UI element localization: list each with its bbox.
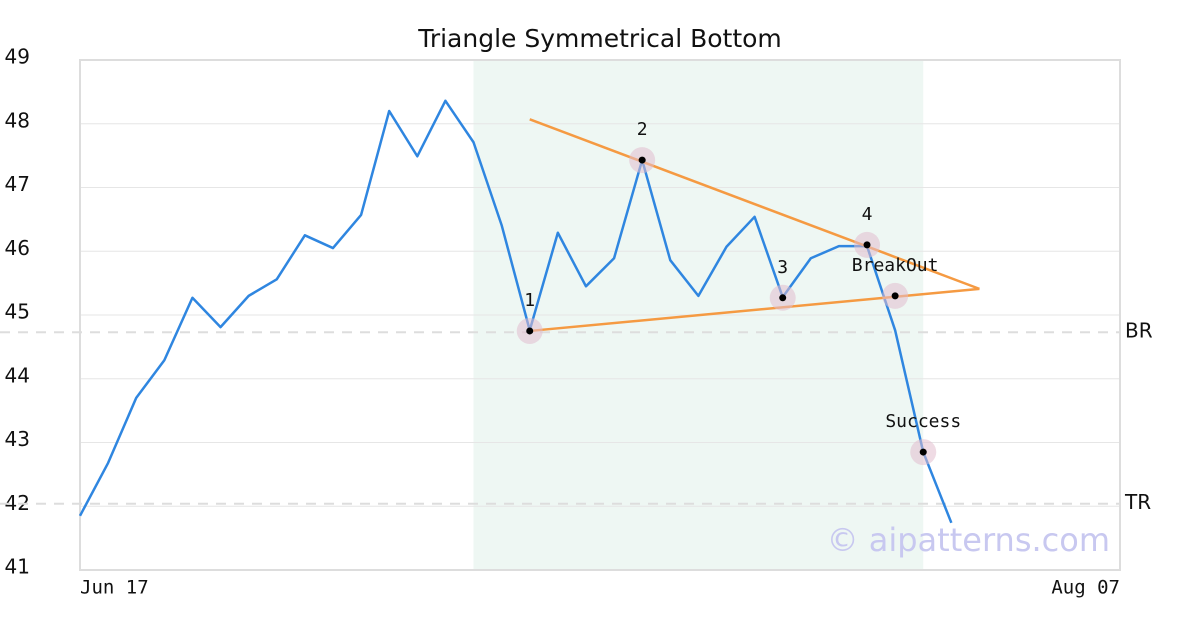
y-tick-label: 44 [5, 363, 30, 387]
x-tick-label: Jun 17 [80, 577, 149, 599]
y-tick-label: 49 [5, 45, 30, 69]
point-dot [919, 448, 927, 456]
y-tick-label: 46 [5, 236, 30, 260]
y-tick-label: 47 [5, 172, 30, 196]
chart-title: Triangle Symmetrical Bottom [417, 24, 782, 53]
level-label: BR [1125, 319, 1153, 343]
point-dot [526, 327, 534, 335]
y-tick-label: 41 [5, 555, 30, 579]
price-line [78, 99, 953, 524]
point-label: 3 [777, 257, 788, 278]
plot-frame [79, 59, 1121, 571]
level-label: TR [1124, 490, 1151, 514]
x-tick-label: Aug 07 [1051, 577, 1120, 599]
point-dot [779, 294, 787, 302]
point-label: 4 [862, 204, 873, 225]
trendline [529, 118, 980, 291]
y-tick-label: 48 [5, 108, 30, 132]
y-tick-label: 45 [5, 300, 30, 324]
point-dot [863, 241, 871, 249]
point-label: BreakOut [852, 255, 939, 276]
watermark: © aipatterns.com [827, 521, 1110, 559]
point-label: 2 [637, 119, 648, 140]
y-tick-label: 43 [5, 427, 30, 451]
point-label: Success [885, 411, 961, 432]
point-label: 1 [524, 290, 535, 311]
point-dot [638, 156, 646, 164]
point-dot [891, 292, 899, 300]
